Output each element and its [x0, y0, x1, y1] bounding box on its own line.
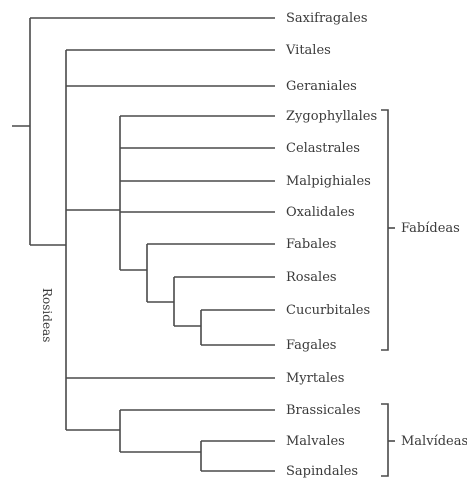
taxon-label: Sapindales — [286, 464, 358, 479]
taxon-label: Vitales — [285, 43, 331, 58]
taxon-label: Rosales — [286, 270, 337, 285]
taxon-label: Saxifragales — [286, 11, 368, 26]
taxon-label: Fagales — [286, 338, 336, 353]
taxon-label: Malpighiales — [286, 174, 371, 189]
taxon-label: Myrtales — [286, 371, 344, 386]
bracket-fabideas — [381, 109, 389, 351]
taxon-label: Cucurbitales — [286, 303, 370, 318]
bracket-malvideas — [381, 403, 389, 477]
taxon-label: Zygophyllales — [286, 109, 377, 124]
taxon-label: Geraniales — [286, 79, 357, 94]
clade-label-rosideas: Rosideas — [40, 288, 54, 342]
taxon-label: Malvales — [286, 434, 345, 449]
taxon-label: Oxalidales — [286, 205, 355, 220]
taxon-label: Brassicales — [286, 403, 361, 418]
group-label-malvideas: Malvídeas — [401, 434, 467, 449]
group-label-fabideas: Fabídeas — [401, 221, 460, 236]
taxon-label: Fabales — [286, 237, 336, 252]
taxon-label: Celastrales — [286, 141, 360, 156]
